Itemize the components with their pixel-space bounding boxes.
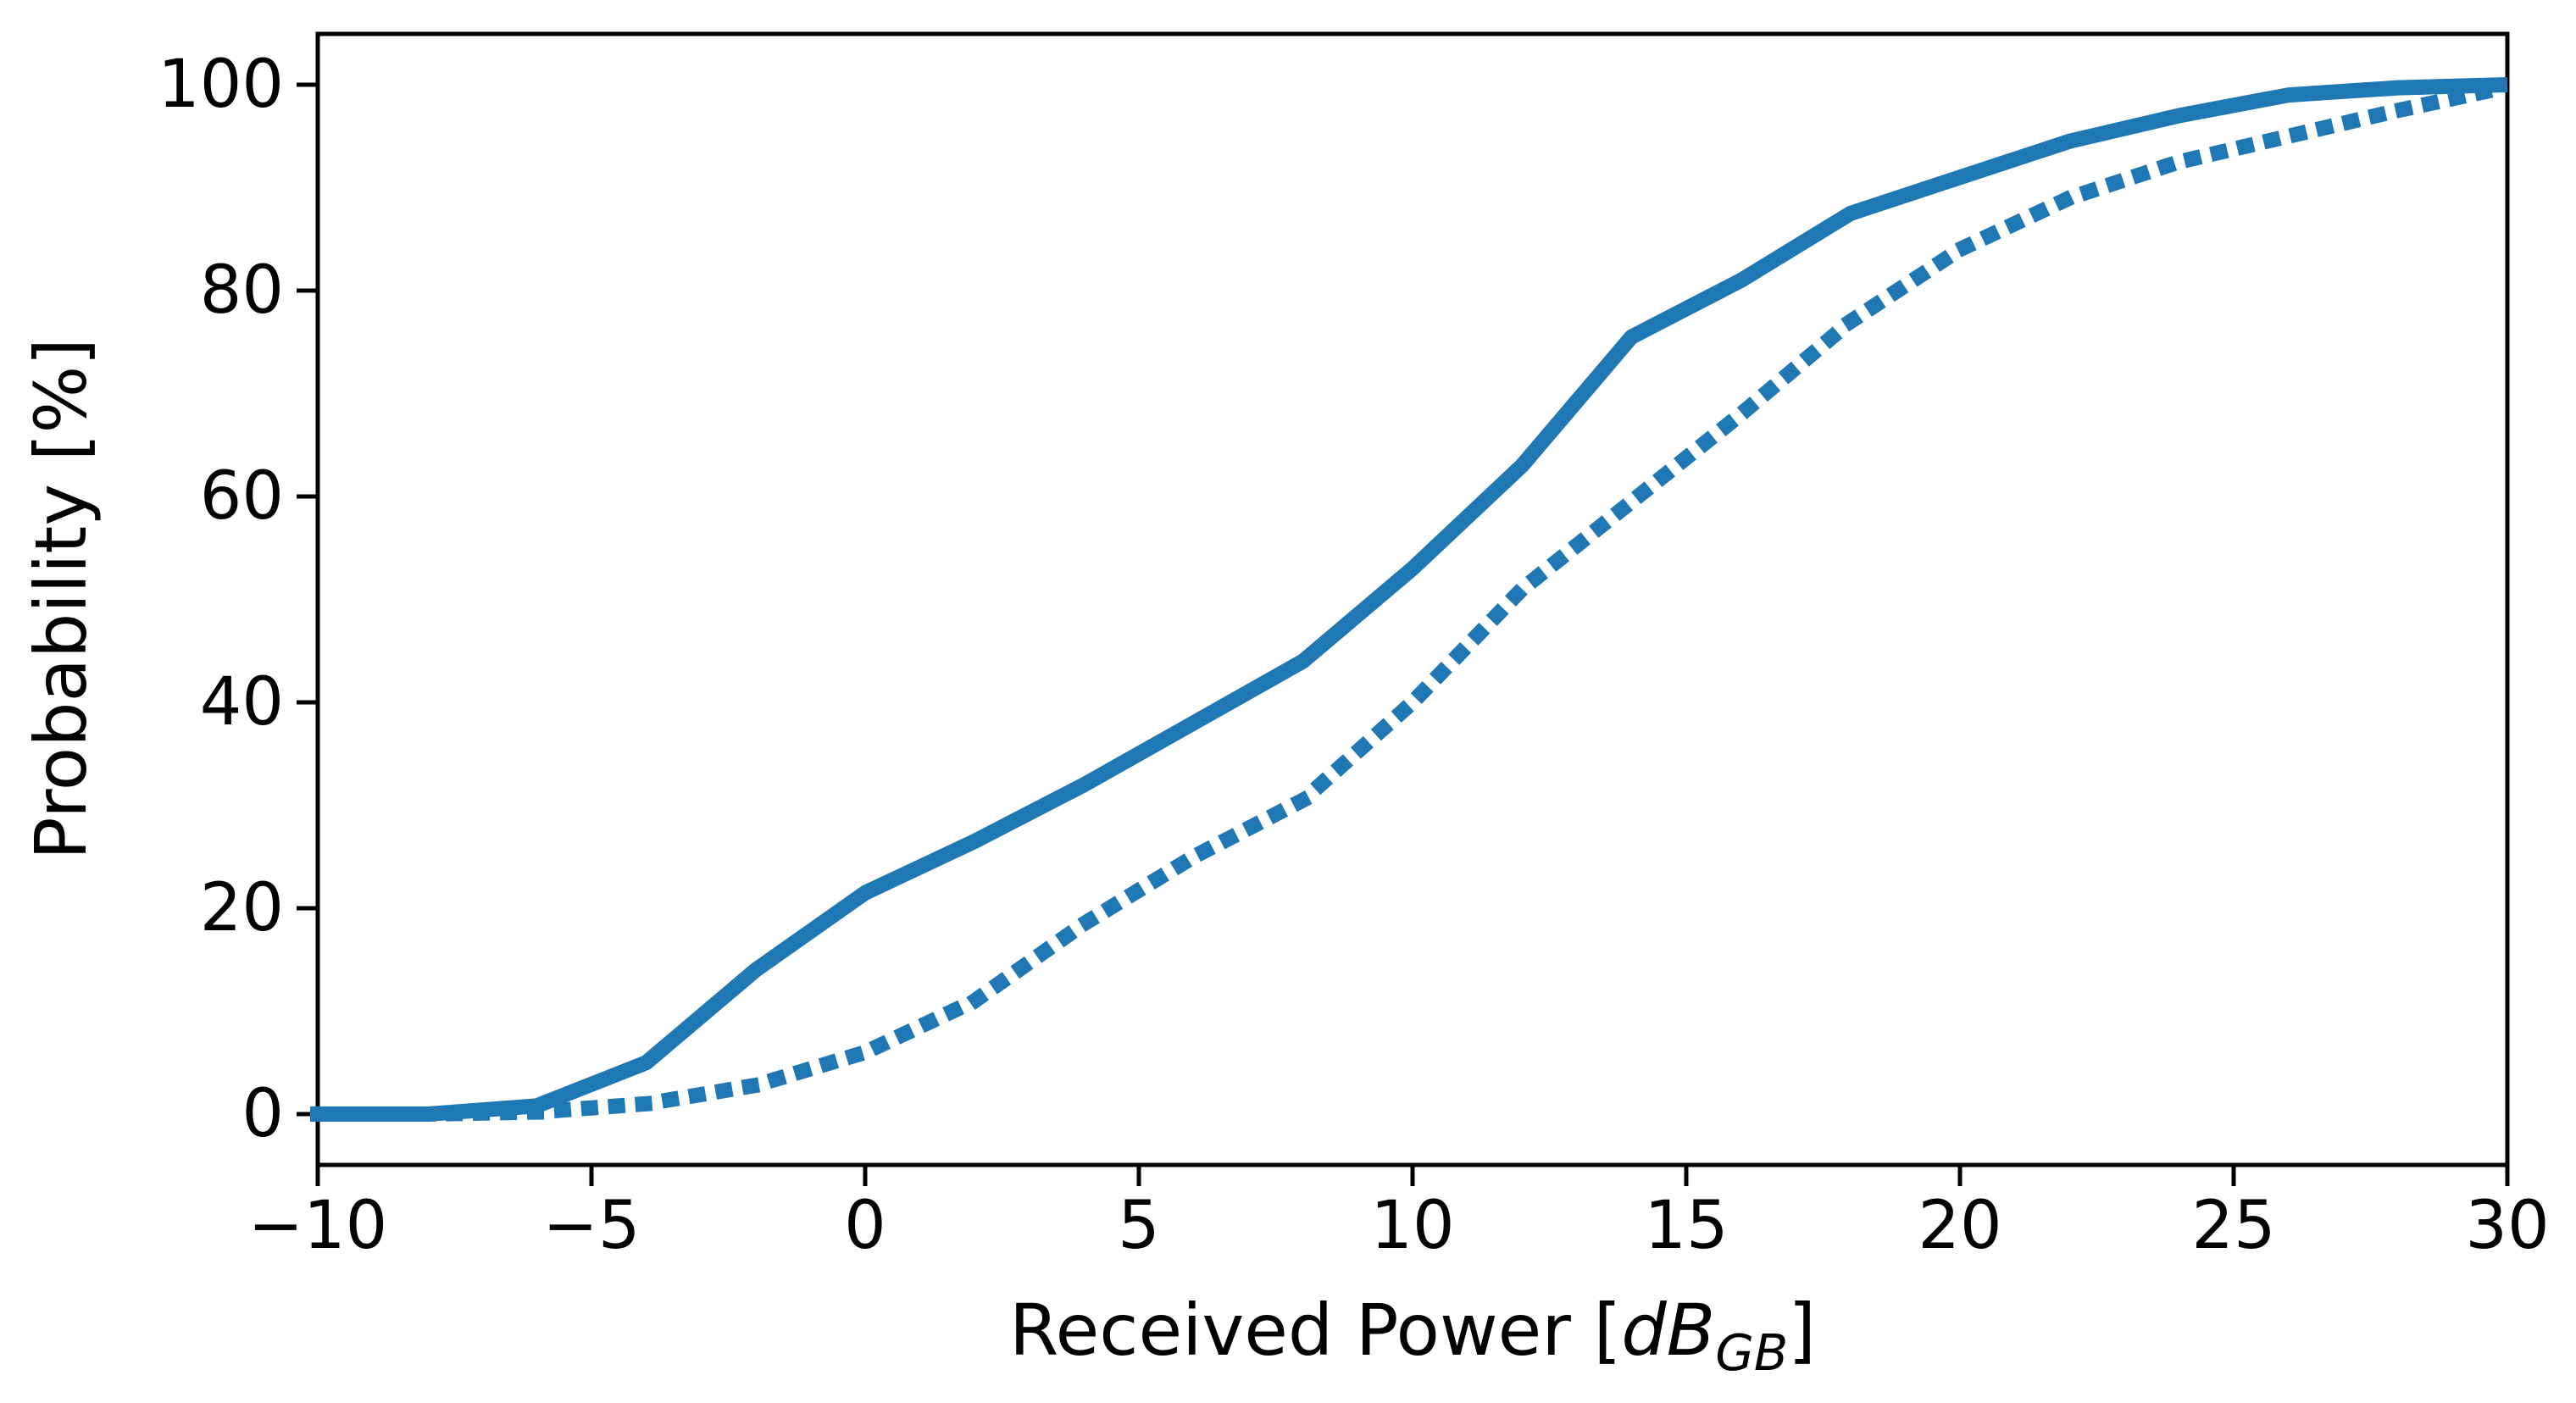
x-tick-label: 15 <box>1644 1188 1729 1264</box>
y-tick-label: 20 <box>199 870 284 946</box>
data-series <box>310 77 2517 1122</box>
x-axis-label-prefix: Received Power [ <box>1009 1289 1622 1372</box>
y-tick-label: 80 <box>199 252 284 329</box>
y-tick-label: 100 <box>158 47 284 123</box>
x-axis-label-suffix: ] <box>1788 1289 1816 1372</box>
cdf-solid-line <box>318 77 2508 1122</box>
y-tick-label: 0 <box>242 1076 284 1152</box>
x-axis-label-math: dB <box>1621 1289 1716 1372</box>
x-tick-label: −10 <box>247 1188 388 1264</box>
x-axis-label: Received Power [dBGB] <box>1009 1295 1816 1378</box>
axes-frame <box>315 31 2510 1167</box>
y-tick-label: 40 <box>199 664 284 740</box>
x-tick-label: 30 <box>2465 1188 2550 1264</box>
x-tick-label: 10 <box>1370 1188 1455 1264</box>
y-axis-label: Probability [%] <box>19 337 103 861</box>
x-tick-label: −5 <box>542 1188 641 1264</box>
cdf-dotted-line <box>310 77 2517 1122</box>
x-tick-label: 0 <box>844 1188 886 1264</box>
x-tick-label: 25 <box>2191 1188 2276 1264</box>
x-tick-label: 20 <box>1918 1188 2002 1264</box>
x-tick-label: 5 <box>1118 1188 1160 1264</box>
x-axis-label-subscript: GB <box>1715 1323 1789 1382</box>
y-tick-label: 60 <box>199 458 284 535</box>
tick-marks <box>297 82 2510 1186</box>
